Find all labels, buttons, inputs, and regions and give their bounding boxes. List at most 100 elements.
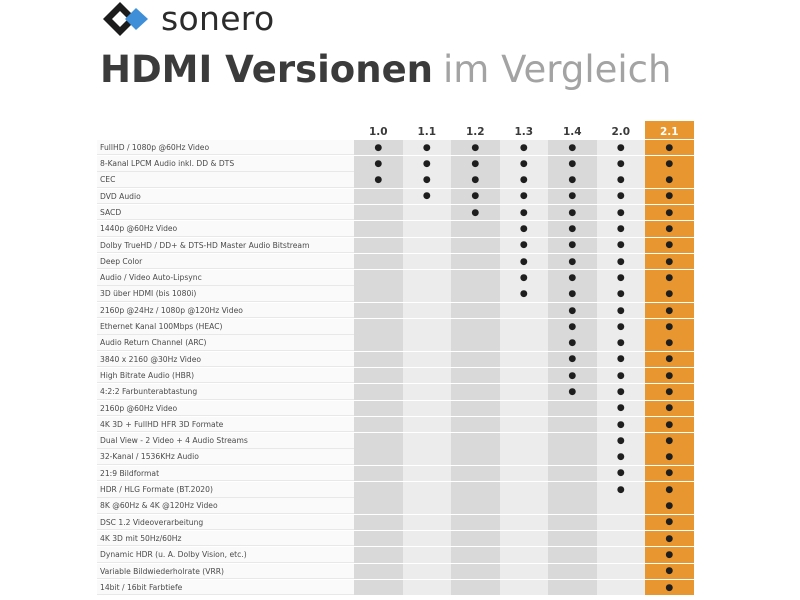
feature-label: Dual View - 2 Video + 4 Audio Streams	[97, 433, 354, 449]
supported-dot-icon: ●	[665, 435, 674, 446]
support-cell-1-1	[402, 302, 451, 319]
supported-dot-icon: ●	[665, 272, 674, 283]
supported-dot-icon: ●	[665, 142, 674, 153]
support-cell-1-4: ●	[548, 139, 597, 156]
support-cell-1-4	[548, 547, 597, 563]
feature-label: 2160p @24Hz / 1080p @120Hz Video	[97, 302, 354, 319]
version-header-1-2: 1.2	[465, 126, 485, 138]
support-cell-1-3: ●	[499, 172, 548, 188]
table-row: 4:2:2 Farbunterabtastung ● ● ●	[97, 384, 698, 400]
support-cell-1-4	[548, 579, 597, 596]
support-cell-1-2	[451, 237, 500, 254]
supported-dot-icon: ●	[665, 501, 674, 512]
support-cell-1-1	[402, 367, 451, 384]
support-cell-1-4: ●	[548, 188, 597, 205]
supported-dot-icon: ●	[665, 321, 674, 332]
support-cell-2-1: ●	[645, 547, 694, 563]
feature-label: FullHD / 1080p @60Hz Video	[97, 139, 354, 156]
supported-dot-icon: ●	[471, 158, 480, 169]
support-cell-1-1	[402, 204, 451, 221]
support-cell-1-4	[548, 465, 597, 482]
support-cell-1-2: ●	[451, 156, 500, 172]
support-cell-1-4: ●	[548, 319, 597, 335]
supported-dot-icon: ●	[616, 256, 625, 267]
support-cell-1-4: ●	[548, 270, 597, 286]
feature-label: Ethernet Kanal 100Mbps (HEAC)	[97, 319, 354, 335]
table-row: 4K 3D mit 50Hz/60Hz ●	[97, 530, 698, 547]
support-cell-1-3	[499, 335, 548, 351]
supported-dot-icon: ●	[616, 370, 625, 381]
supported-dot-icon: ●	[665, 305, 674, 316]
support-cell-1-0	[354, 237, 403, 254]
supported-dot-icon: ●	[665, 338, 674, 349]
supported-dot-icon: ●	[616, 387, 625, 397]
support-cell-1-4: ●	[548, 286, 597, 302]
support-cell-1-3	[499, 530, 548, 547]
version-header-1-1: 1.1	[417, 126, 437, 138]
support-cell-1-1	[402, 449, 451, 465]
version-header-1-4: 1.4	[562, 126, 582, 138]
support-cell-1-4	[548, 514, 597, 531]
feature-label: HDR / HLG Formate (BT.2020)	[97, 482, 354, 498]
table-row: Audio / Video Auto-Lipsync ● ● ● ●	[97, 270, 698, 286]
support-cell-1-1	[402, 563, 451, 580]
supported-dot-icon: ●	[665, 158, 674, 169]
support-cell-1-1: ●	[402, 172, 451, 188]
supported-dot-icon: ●	[616, 468, 625, 479]
support-cell-1-2	[451, 384, 500, 400]
support-cell-1-3	[499, 400, 548, 417]
support-cell-1-2	[451, 335, 500, 351]
support-cell-1-4	[548, 416, 597, 433]
supported-dot-icon: ●	[568, 289, 577, 300]
support-cell-2-1: ●	[645, 498, 694, 514]
supported-dot-icon: ●	[568, 321, 577, 332]
supported-dot-icon: ●	[665, 517, 674, 528]
supported-dot-icon: ●	[374, 142, 383, 153]
support-cell-1-2: ●	[451, 188, 500, 205]
support-cell-2-0: ●	[596, 416, 645, 433]
supported-dot-icon: ●	[519, 191, 528, 202]
support-cell-2-1: ●	[645, 482, 694, 498]
support-cell-1-1	[402, 530, 451, 547]
support-cell-1-2	[451, 253, 500, 270]
table-row: Ethernet Kanal 100Mbps (HEAC) ● ● ●	[97, 319, 698, 335]
support-cell-1-0	[354, 270, 403, 286]
support-cell-1-4: ●	[548, 221, 597, 237]
feature-label: Dynamic HDR (u. A. Dolby Vision, etc.)	[97, 547, 354, 563]
support-cell-2-1: ●	[645, 449, 694, 465]
support-cell-2-0: ●	[596, 482, 645, 498]
table-row: Dual View - 2 Video + 4 Audio Streams ● ●	[97, 433, 698, 449]
support-cell-1-0	[354, 530, 403, 547]
support-cell-2-0	[596, 547, 645, 563]
supported-dot-icon: ●	[568, 272, 577, 283]
supported-dot-icon: ●	[374, 158, 383, 169]
support-cell-1-4	[548, 449, 597, 465]
supported-dot-icon: ●	[471, 175, 480, 186]
support-cell-1-3	[499, 498, 548, 514]
supported-dot-icon: ●	[665, 566, 674, 577]
support-cell-2-0: ●	[596, 156, 645, 172]
support-cell-2-0: ●	[596, 253, 645, 270]
feature-label: 1440p @60Hz Video	[97, 221, 354, 237]
support-cell-1-4: ●	[548, 367, 597, 384]
supported-dot-icon: ●	[519, 207, 528, 218]
support-cell-1-4: ●	[548, 204, 597, 221]
supported-dot-icon: ●	[471, 207, 480, 218]
feature-label: Deep Color	[97, 253, 354, 270]
supported-dot-icon: ●	[519, 272, 528, 283]
support-cell-1-4	[548, 482, 597, 498]
version-header-1-3: 1.3	[514, 126, 534, 138]
table-row: 2160p @60Hz Video ● ●	[97, 400, 698, 417]
supported-dot-icon: ●	[665, 387, 674, 397]
table-row: 3D über HDMI (bis 1080i) ● ● ● ●	[97, 286, 698, 302]
support-cell-2-0: ●	[596, 221, 645, 237]
supported-dot-icon: ●	[616, 272, 625, 283]
supported-dot-icon: ●	[568, 224, 577, 235]
table-row: 8-Kanal LPCM Audio inkl. DD & DTS ● ● ● ● ● ● ●	[97, 156, 698, 172]
supported-dot-icon: ●	[519, 240, 528, 251]
version-header-1-0: 1.0	[368, 126, 388, 138]
support-cell-2-0	[596, 579, 645, 596]
supported-dot-icon: ●	[519, 142, 528, 153]
support-cell-1-2	[451, 367, 500, 384]
support-cell-1-0	[354, 579, 403, 596]
